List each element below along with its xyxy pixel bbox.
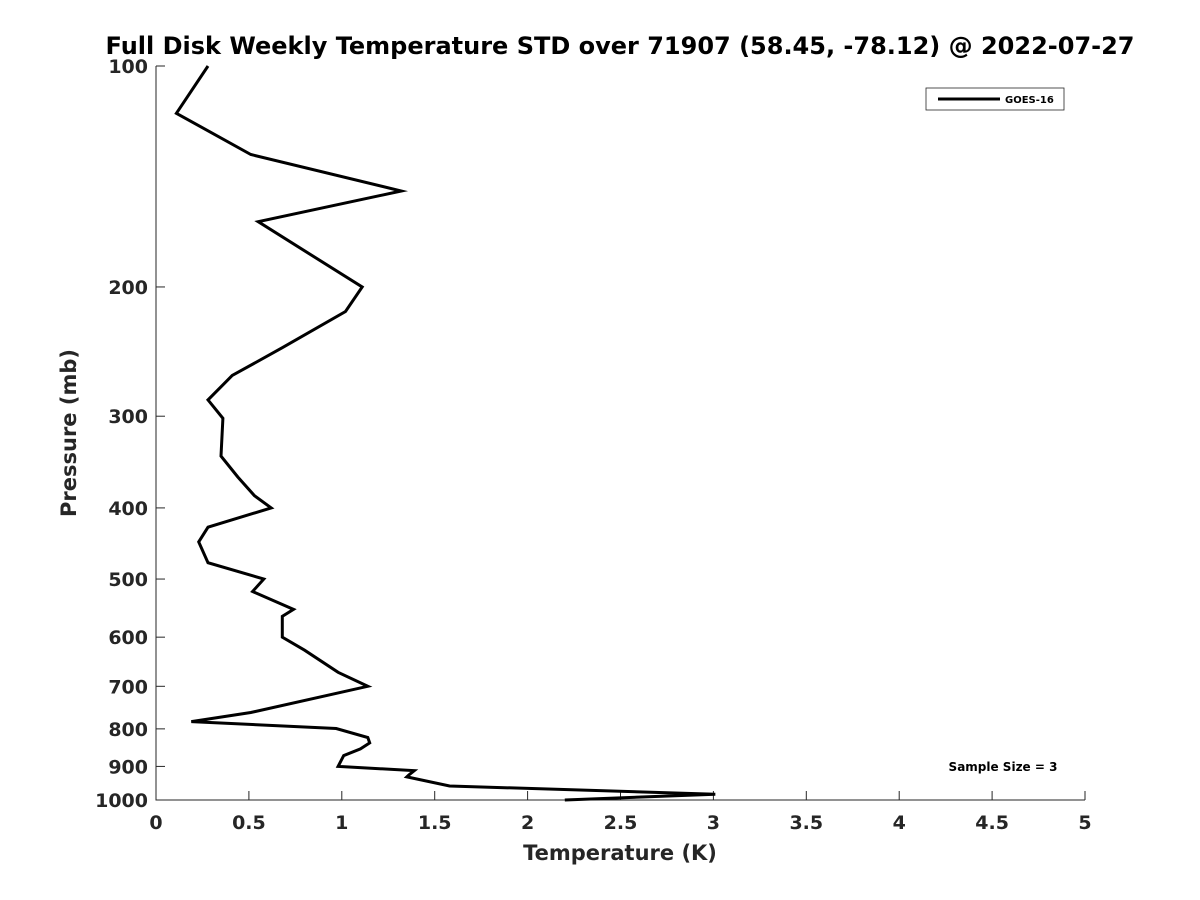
series-layer xyxy=(174,65,716,802)
y-tick-label: 100 xyxy=(108,56,148,78)
x-tick-label: 0 xyxy=(149,812,162,834)
y-tick-label: 800 xyxy=(108,719,148,741)
y-tick-label: 400 xyxy=(108,498,148,520)
x-tick-label: 3.5 xyxy=(789,812,823,834)
x-tick-label: 2 xyxy=(521,812,534,834)
y-axis-ticks: 100 200 300 400 500 600 700 800 900 1000 xyxy=(95,56,165,812)
x-tick-label: 1 xyxy=(335,812,348,834)
y-tick-label: 1000 xyxy=(95,790,148,812)
y-tick-label: 500 xyxy=(108,569,148,591)
legend: GOES-16 xyxy=(925,87,1065,111)
sample-size-annotation: Sample Size = 3 xyxy=(949,760,1058,774)
series-line-goes-16 xyxy=(174,65,716,802)
y-tick-label: 300 xyxy=(108,406,148,428)
y-tick-label: 700 xyxy=(108,676,148,698)
x-tick-label: 3 xyxy=(707,812,720,834)
x-tick-label: 1.5 xyxy=(418,812,452,834)
y-tick-label: 600 xyxy=(108,627,148,649)
y-tick-label: 900 xyxy=(108,756,148,778)
chart-title: Full Disk Weekly Temperature STD over 71… xyxy=(106,32,1135,60)
x-tick-label: 5 xyxy=(1078,812,1091,834)
x-tick-label: 4 xyxy=(893,812,906,834)
x-axis-ticks: 0 0.5 1 1.5 2 2.5 3 3.5 4 4.5 5 xyxy=(149,791,1092,834)
x-axis-label: Temperature (K) xyxy=(523,841,717,865)
x-tick-label: 2.5 xyxy=(604,812,638,834)
legend-label-goes-16: GOES-16 xyxy=(1005,95,1054,106)
y-tick-label: 200 xyxy=(108,277,148,299)
y-axis-label: Pressure (mb) xyxy=(57,349,81,517)
x-tick-label: 4.5 xyxy=(975,812,1009,834)
x-tick-label: 0.5 xyxy=(232,812,266,834)
